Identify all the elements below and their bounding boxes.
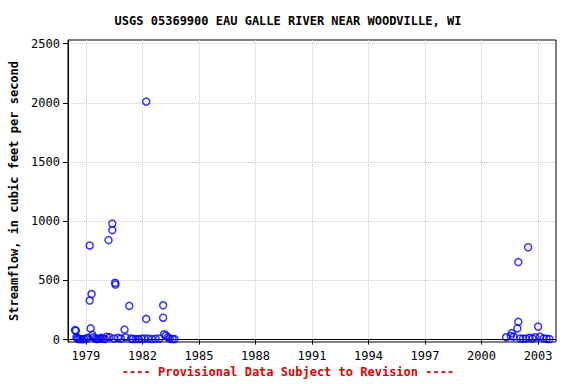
svg-text:2000: 2000 [467,349,496,363]
svg-text:2000: 2000 [31,96,60,110]
svg-text:2500: 2500 [31,37,60,51]
svg-text:Streamflow, in cubic feet per: Streamflow, in cubic feet per second [7,61,21,321]
svg-text:1994: 1994 [354,349,383,363]
svg-text:1000: 1000 [31,214,60,228]
svg-text:500: 500 [38,273,60,287]
svg-text:1985: 1985 [184,349,213,363]
svg-text:USGS 05369900 EAU GALLE RIVER: USGS 05369900 EAU GALLE RIVER NEAR WOODV… [115,14,462,28]
svg-text:---- Provisional Data Subject: ---- Provisional Data Subject to Revisio… [122,365,454,379]
svg-text:1979: 1979 [71,349,100,363]
svg-text:1997: 1997 [411,349,440,363]
svg-text:1500: 1500 [31,155,60,169]
svg-text:0: 0 [53,333,60,347]
svg-text:1991: 1991 [298,349,327,363]
svg-text:2003: 2003 [524,349,553,363]
svg-text:1982: 1982 [128,349,157,363]
svg-text:1988: 1988 [241,349,270,363]
